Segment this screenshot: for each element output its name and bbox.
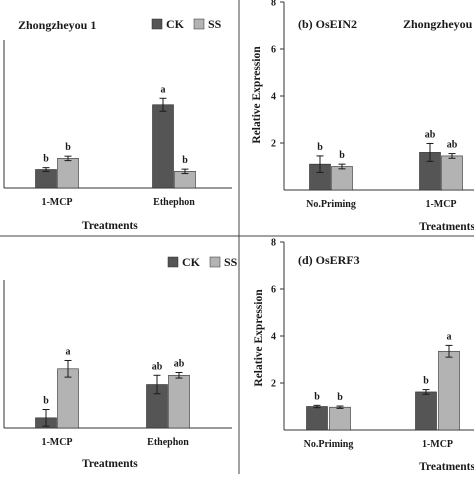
legend-label-ck: CK [182,255,201,269]
legend-swatch-ck [151,18,163,30]
category-label: No.Priming [306,199,356,210]
legend-label-ck: CK [166,17,185,31]
y-tick-label: 6 [271,45,276,56]
category-label: 1-MCP [41,437,72,448]
bar-ck [415,391,437,431]
x-axis-title: Treatments [419,461,474,473]
significance-label: b [317,142,323,153]
significance-label: ab [152,361,163,372]
significance-label: a [447,331,452,342]
bar-ss [329,406,351,431]
y-axis-title: Relative Expression [253,289,265,387]
y-tick-label: 4 [271,332,276,343]
bar-ss [331,166,353,191]
category-label: No.Priming [304,439,354,450]
y-tick-label: 2 [271,139,276,150]
significance-label: b [337,392,343,403]
bar-ck [152,104,174,189]
significance-label: ab [447,140,458,151]
y-axis-title: Relative Expression [251,46,263,144]
significance-label: ab [174,359,185,370]
significance-label: b [182,155,188,166]
significance-label: b [423,376,429,387]
bar-ck [306,406,328,431]
x-axis-title: Treatments [419,221,474,233]
significance-label: a [66,346,71,357]
y-tick-label: 8 [271,238,276,249]
category-label: 1-MCP [422,439,453,450]
legend-swatch-ss [193,18,205,30]
legend-label-ss: SS [224,255,238,269]
panel-subtitle: Zhongzheyou [403,17,473,31]
y-tick-label: 2 [271,379,276,390]
bar-ss [57,368,79,429]
category-label: Ethephon [153,197,195,208]
panel-title: (d) OsERF3 [298,253,360,267]
y-tick-label: 4 [271,92,276,103]
panel-title: (b) OsEIN2 [298,17,357,31]
significance-label: b [339,150,345,161]
category-label: 1-MCP [41,197,72,208]
significance-label: b [314,391,320,402]
bar-ss [438,350,460,431]
bar-ss [168,374,190,429]
x-axis-title: Treatments [82,458,138,470]
legend-label-ss: SS [208,17,222,31]
category-label: 1-MCP [425,199,456,210]
y-tick-label: 6 [271,285,276,296]
legend-swatch-ck [167,256,179,268]
bar-ss [441,155,463,191]
bar-ck [35,169,57,189]
bar-ss [57,158,79,189]
significance-label: b [65,142,71,153]
x-axis-title: Treatments [82,220,138,232]
panel-title: Zhongzheyou 1 [18,18,96,32]
significance-label: b [43,396,49,407]
significance-label: a [161,84,166,95]
legend-swatch-ss [209,256,221,268]
y-tick-label: 8 [271,0,276,9]
significance-label: ab [425,129,436,140]
category-label: Ethephon [147,437,189,448]
significance-label: b [43,154,49,165]
